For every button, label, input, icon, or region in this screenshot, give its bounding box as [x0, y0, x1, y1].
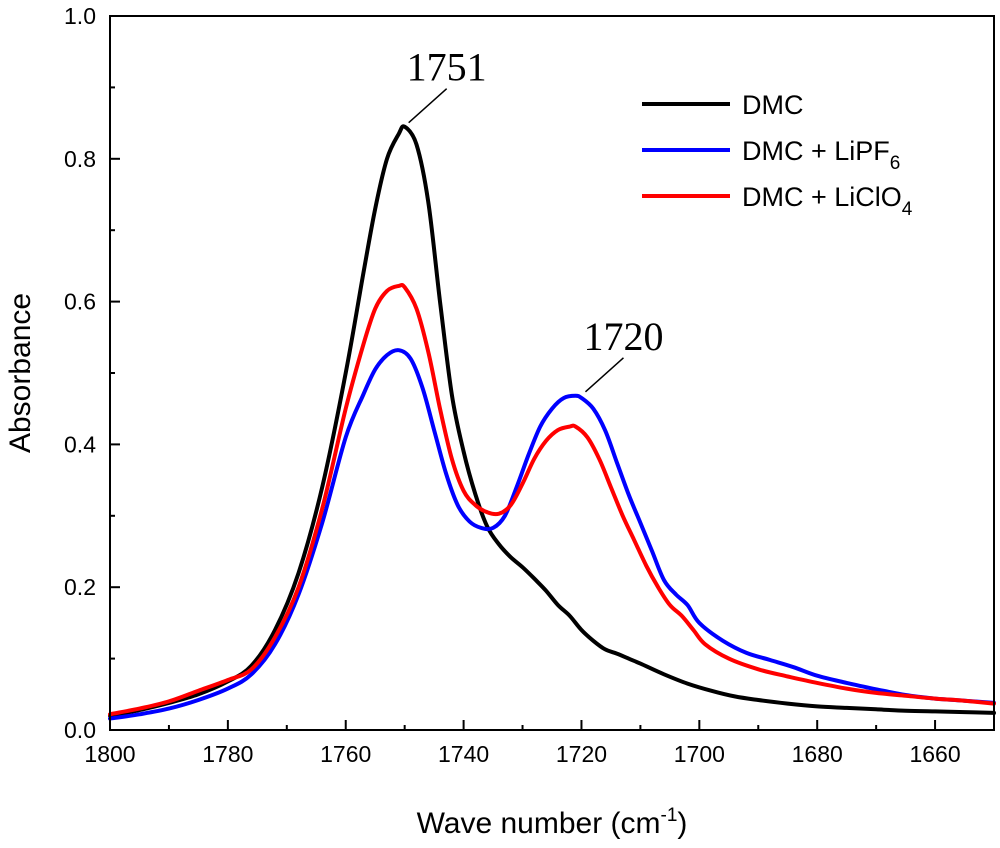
y-tick-label: 0.0 [64, 717, 96, 743]
x-tick-label: 1800 [84, 741, 135, 767]
series-line-1 [108, 348, 996, 721]
annotation-layer: 1751 1720 [407, 45, 663, 393]
y-tick-label: 0.4 [64, 431, 96, 457]
y-tick-label: 0.6 [64, 289, 96, 315]
x-tick-label: 1740 [438, 741, 489, 767]
series-line-0 [108, 124, 996, 718]
x-axis-title: Wave number (cm-1) [417, 805, 688, 840]
legend-label: DMC + LiClO4 [742, 182, 913, 220]
x-tick-label: 1720 [556, 741, 607, 767]
x-axis-title-sup: -1 [661, 805, 678, 826]
y-tick-label: 0.2 [64, 574, 96, 600]
y-tick-label: 0.8 [64, 146, 96, 172]
tick-layer [109, 15, 937, 731]
annotation-label: 1720 [583, 314, 663, 359]
legend-label: DMC + LiPF6 [742, 136, 900, 174]
annotation-leader [408, 88, 448, 124]
legend: DMC DMC + LiPF6 DMC + LiClO4 [642, 90, 913, 220]
y-tick-label: 1.0 [64, 3, 96, 29]
annotation-leader [584, 357, 624, 393]
x-tick-label: 1660 [909, 741, 960, 767]
legend-label: DMC [742, 90, 804, 120]
series-line-2 [108, 282, 996, 717]
annotation-label: 1751 [407, 45, 487, 90]
x-tick-label: 1760 [320, 741, 371, 767]
plot-frame [109, 15, 995, 731]
x-tick-label: 1780 [202, 741, 253, 767]
x-tick-label: 1700 [674, 741, 725, 767]
tick-label-layer: 1800 1780 1760 1740 1720 1700 1680 1660 0.0 0.2 0.… [64, 3, 961, 767]
series-layer [108, 124, 996, 721]
y-axis-title: Absorbance [4, 293, 37, 453]
x-axis-title-end: ) [677, 807, 687, 840]
x-tick-label: 1680 [792, 741, 843, 767]
x-axis-title-main: Wave number (cm [417, 807, 661, 840]
